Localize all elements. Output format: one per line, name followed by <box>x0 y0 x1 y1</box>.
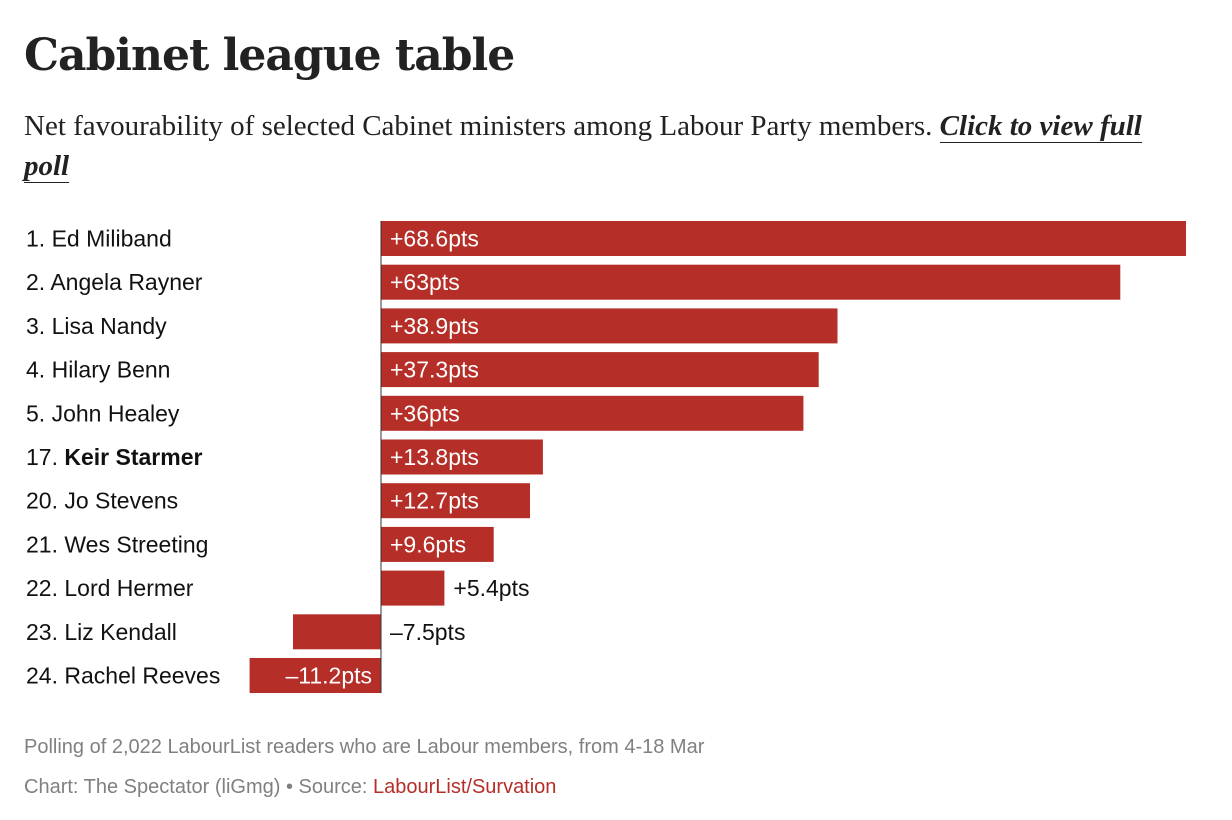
bar-hilary-benn <box>381 352 819 388</box>
bar-liz-kendall <box>293 614 381 650</box>
category-label: 1. Ed Miliband <box>26 226 172 252</box>
source-link[interactable]: LabourList/Survation <box>372 776 557 798</box>
category-label: 24. Rachel Reeves <box>26 663 220 689</box>
chart-footnote: Polling of 2,022 LabourList readers who … <box>24 736 705 758</box>
view-full-poll-link[interactable]: Click to view full poll <box>24 110 1142 183</box>
value-label: –7.5pts <box>390 619 465 645</box>
value-label: +37.3pts <box>390 357 479 383</box>
value-label: +38.9pts <box>390 313 479 339</box>
bar-keir-starmer <box>381 439 543 475</box>
value-label: +36pts <box>390 400 460 426</box>
category-label: 21. Wes Streeting <box>26 531 208 557</box>
subtitle-text: Net favourability of selected Cabinet mi… <box>24 110 933 142</box>
bar-lord-hermer <box>381 570 445 606</box>
category-label: 20. Jo Stevens <box>26 488 178 514</box>
value-label: –11.2pts <box>286 663 373 689</box>
bar-jo-stevens <box>381 483 530 519</box>
value-label: +68.6pts <box>390 226 479 252</box>
value-label: +9.6pts <box>390 531 466 557</box>
category-label: 2. Angela Rayner <box>26 269 203 295</box>
bar-wes-streeting <box>381 526 494 562</box>
credit-text: Chart: The Spectator (liGmg) • Source: <box>24 776 373 798</box>
bar-lisa-nandy <box>381 308 838 344</box>
value-label: +12.7pts <box>390 488 479 514</box>
category-label: 3. Lisa Nandy <box>26 313 167 339</box>
bar-chart: 1. Ed Miliband +68.6pts 2. Angela Rayner +6… <box>26 221 1186 693</box>
category-label: 4. Hilary Benn <box>26 357 170 383</box>
category-label: 5. John Healey <box>26 400 180 426</box>
category-label: 22. Lord Hermer <box>26 575 194 601</box>
category-label: 17. Keir Starmer <box>26 444 202 470</box>
category-label: 23. Liz Kendall <box>26 619 177 645</box>
bar-angela-rayner <box>381 264 1121 300</box>
bar-john-healey <box>381 395 804 431</box>
value-label: +13.8pts <box>390 444 479 470</box>
bar-ed-miliband <box>381 221 1186 256</box>
chart-title: Cabinet league table <box>24 30 515 81</box>
bar-rachel-reeves <box>249 658 381 693</box>
chart-subtitle: Net favourability of selected Cabinet mi… <box>24 106 1174 186</box>
chart-credit: Chart: The Spectator (liGmg) • Source: L… <box>24 773 556 801</box>
value-label: +63pts <box>390 269 460 295</box>
value-label: +5.4pts <box>453 575 529 601</box>
